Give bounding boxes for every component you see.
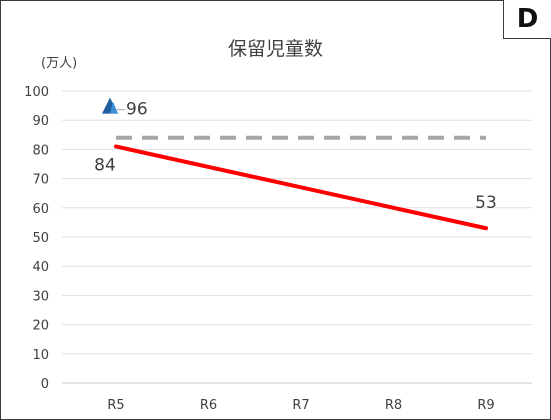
chart-title: 保留児童数 xyxy=(227,38,323,60)
y-tick-label: 20 xyxy=(32,319,49,334)
y-tick-label: 80 xyxy=(32,143,49,158)
series-line xyxy=(114,144,488,231)
y-axis-ticks: 0 10 20 30 40 50 60 70 80 90 100 xyxy=(24,85,49,392)
y-tick-label: 50 xyxy=(32,231,49,246)
x-tick-label: R7 xyxy=(292,398,309,413)
plot-area: 84 53 96 xyxy=(94,97,497,231)
data-label: 96 xyxy=(126,100,148,120)
gridlines xyxy=(62,90,532,384)
x-axis-ticks: R5 R6 R7 R8 R9 xyxy=(107,398,494,413)
y-tick-label: 60 xyxy=(32,202,49,217)
y-tick-label: 70 xyxy=(32,173,49,188)
x-tick-label: R9 xyxy=(477,398,494,413)
data-label: 84 xyxy=(94,155,116,175)
x-tick-label: R6 xyxy=(200,398,217,413)
x-tick-label: R8 xyxy=(385,398,402,413)
y-tick-label: 10 xyxy=(32,348,49,363)
y-tick-label: 0 xyxy=(41,377,49,392)
y-axis-unit-label: (万人) xyxy=(41,56,78,71)
y-tick-label: 100 xyxy=(24,85,49,100)
y-tick-label: 30 xyxy=(32,289,49,304)
panel-badge: D xyxy=(503,0,551,39)
y-tick-label: 90 xyxy=(32,114,49,129)
triangle-marker-shade xyxy=(110,101,118,114)
data-label: 53 xyxy=(475,193,497,213)
y-tick-label: 40 xyxy=(32,260,49,275)
x-tick-label: R5 xyxy=(107,398,124,413)
